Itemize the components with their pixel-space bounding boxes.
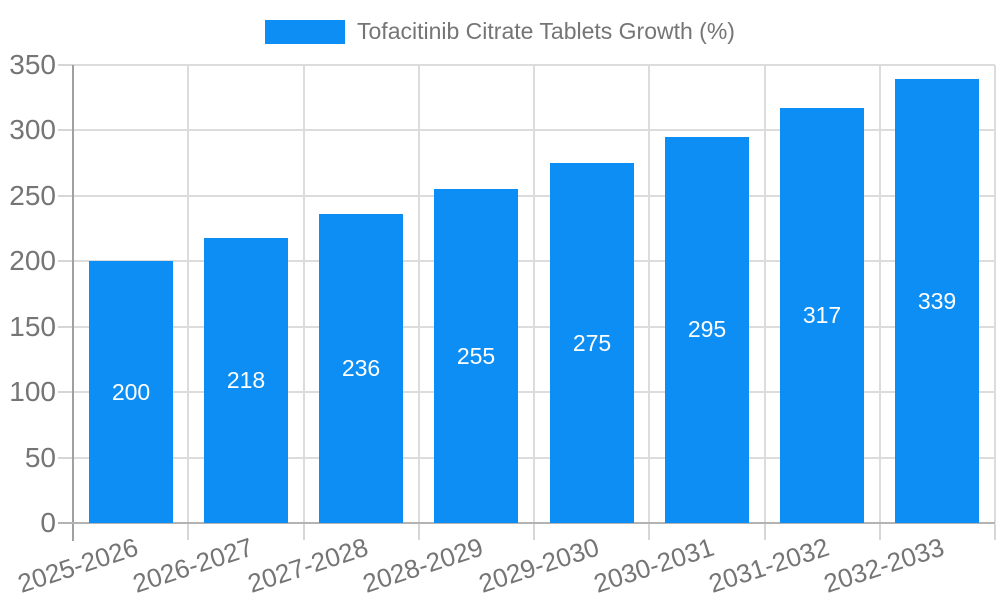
bar[interactable]: 236 bbox=[319, 214, 403, 523]
gridline-vertical bbox=[763, 65, 766, 523]
y-axis-tick-label: 100 bbox=[9, 376, 56, 408]
gridline-vertical bbox=[417, 65, 420, 523]
x-axis-tick bbox=[994, 524, 996, 540]
y-axis-line bbox=[72, 65, 74, 541]
y-axis-tick-label: 0 bbox=[40, 507, 56, 538]
y-axis-tick bbox=[58, 64, 73, 66]
bar[interactable]: 255 bbox=[434, 189, 518, 523]
y-axis-tick-label: 350 bbox=[9, 49, 56, 80]
x-axis-tick bbox=[648, 524, 651, 540]
y-axis-tick-label: 200 bbox=[9, 245, 56, 277]
bar[interactable]: 200 bbox=[89, 261, 173, 523]
gridline-vertical bbox=[994, 65, 996, 523]
x-axis-tick bbox=[302, 524, 305, 540]
bar-value-label: 295 bbox=[687, 316, 727, 343]
y-axis-tick bbox=[58, 129, 73, 132]
bar-value-label: 275 bbox=[572, 329, 612, 356]
chart-legend: Tofacitinib Citrate Tablets Growth (%) bbox=[0, 18, 1000, 45]
x-axis-tick bbox=[878, 524, 881, 540]
x-axis-tick bbox=[533, 524, 535, 540]
bar-value-label: 236 bbox=[341, 355, 381, 382]
bar-value-label: 339 bbox=[917, 287, 957, 314]
bar-value-label: 317 bbox=[802, 302, 842, 329]
y-axis-tick bbox=[58, 260, 73, 263]
x-axis-tick bbox=[187, 524, 190, 540]
x-axis-tick bbox=[763, 524, 766, 540]
bar-value-label: 200 bbox=[111, 378, 151, 405]
y-axis-tick-label: 250 bbox=[9, 179, 56, 211]
y-axis-tick bbox=[58, 391, 73, 394]
gridline-vertical bbox=[878, 65, 881, 523]
legend-label: Tofacitinib Citrate Tablets Growth (%) bbox=[357, 18, 735, 44]
y-axis-tick bbox=[58, 456, 73, 459]
gridline-vertical bbox=[187, 65, 190, 523]
bar-value-label: 255 bbox=[456, 342, 496, 369]
bar[interactable]: 218 bbox=[204, 237, 288, 523]
x-axis-tick bbox=[417, 524, 420, 540]
y-axis-tick-label: 50 bbox=[24, 441, 56, 473]
y-axis-tick bbox=[58, 325, 73, 328]
x-axis-baseline bbox=[58, 522, 995, 524]
y-axis-tick-label: 150 bbox=[9, 310, 56, 342]
gridline-vertical bbox=[648, 65, 651, 523]
gridline-vertical bbox=[533, 65, 535, 523]
gridline-vertical bbox=[302, 65, 305, 523]
bar[interactable]: 295 bbox=[665, 136, 749, 523]
bar[interactable]: 317 bbox=[780, 108, 864, 523]
legend-swatch bbox=[265, 19, 346, 44]
y-axis-tick-label: 300 bbox=[9, 114, 56, 146]
y-axis-tick bbox=[58, 194, 73, 197]
bar[interactable]: 275 bbox=[550, 163, 634, 523]
bar-value-label: 218 bbox=[226, 366, 266, 393]
bar[interactable]: 339 bbox=[895, 79, 979, 523]
